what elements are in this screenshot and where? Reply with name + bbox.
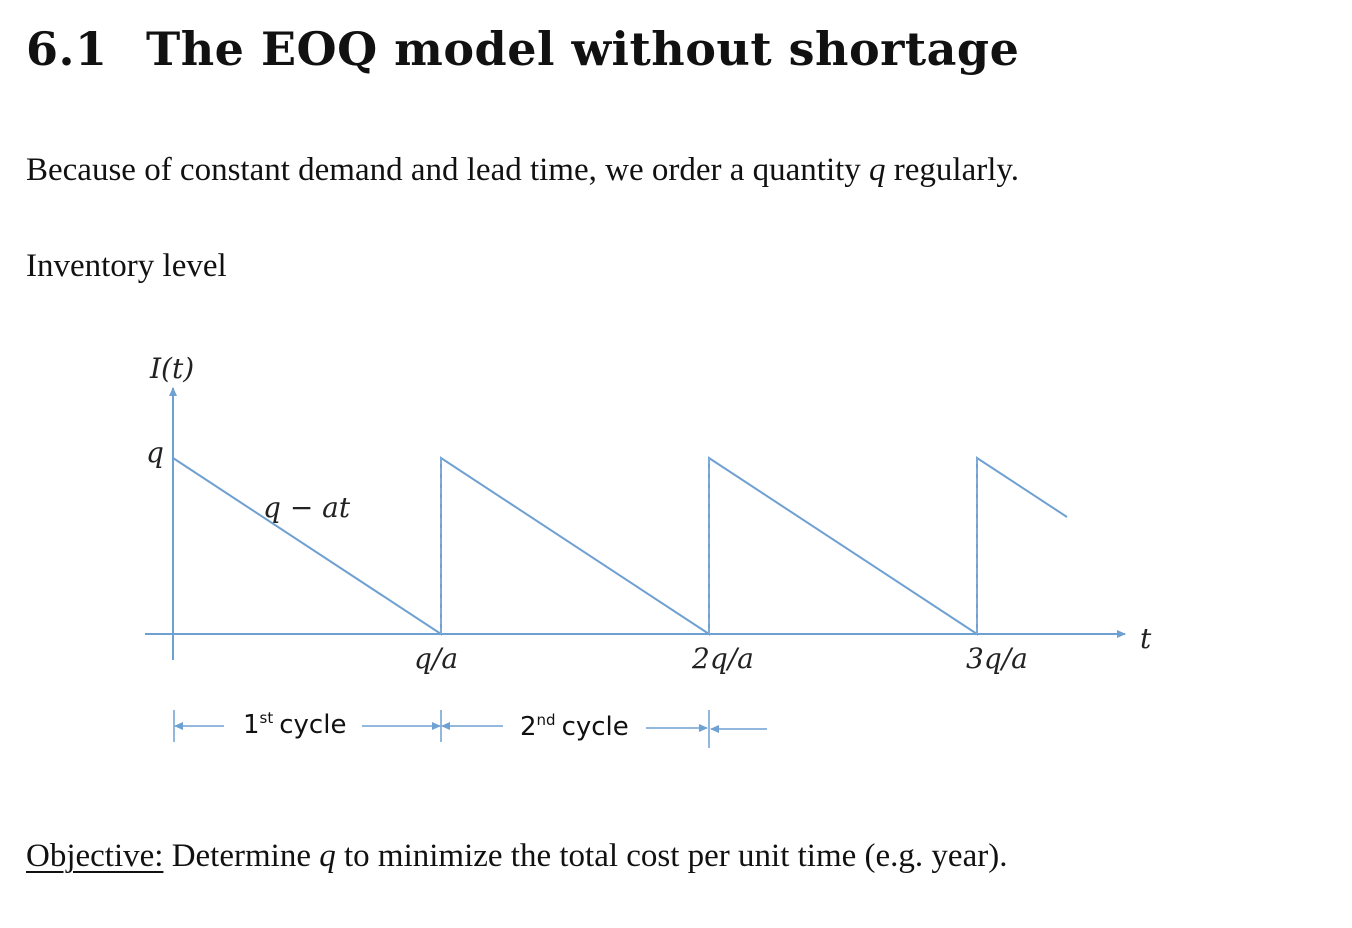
cycle-1-label: 1st cycle: [243, 709, 346, 740]
section-title: The EOQ model without shortage: [146, 22, 1020, 76]
x-tick-3: 3q/a: [966, 642, 1028, 675]
intro-var-q: q: [869, 152, 886, 188]
slope-label: q − at: [263, 491, 351, 524]
objective-text-2: to minimize the total cost per unit time…: [335, 838, 1008, 874]
objective-text-1: Determine: [163, 838, 320, 874]
intro-text-1: Because of constant demand and lead time…: [26, 152, 870, 188]
x-axis-label: t: [1140, 622, 1152, 655]
x-tick-1: q/a: [414, 642, 458, 675]
objective-var-q: q: [319, 838, 336, 874]
intro-text-2: regularly.: [885, 152, 1019, 188]
objective-label: Objective:: [26, 838, 164, 874]
figure-caption: Inventory level: [26, 248, 227, 284]
section-number: 6.1: [26, 22, 108, 76]
intro-paragraph: Because of constant demand and lead time…: [26, 152, 1019, 189]
y-tick-q: q: [146, 436, 164, 469]
y-axis-label: I(t): [149, 352, 194, 385]
objective-paragraph: Objective: Determine q to minimize the t…: [26, 838, 1007, 875]
inventory-sawtooth-line: [172, 456, 1068, 636]
cycle-2-label: 2nd cycle: [520, 711, 629, 742]
x-tick-2: 2q/a: [691, 642, 754, 675]
section-heading: 6.1 The EOQ model without shortage: [26, 22, 1019, 76]
